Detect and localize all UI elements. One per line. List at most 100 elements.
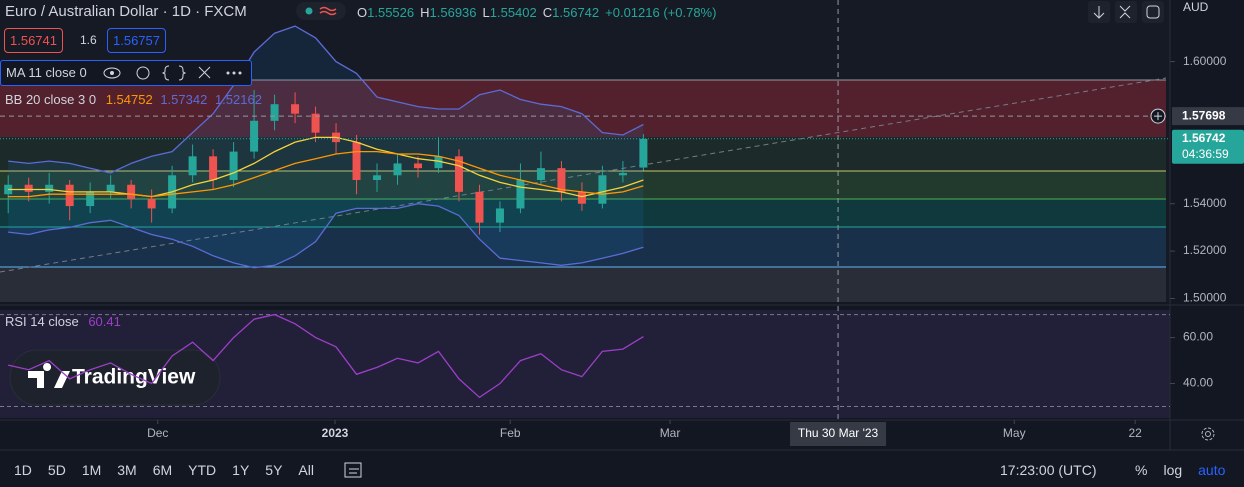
candle-body	[352, 142, 361, 181]
trend-line	[0, 77, 1167, 273]
scale-option[interactable]: log	[1163, 462, 1183, 478]
ohlc-change: +0.01216 (+0.78%)	[605, 5, 717, 20]
range-button[interactable]: 6M	[152, 462, 173, 478]
bid-button[interactable]: 1.56741	[4, 28, 63, 53]
x-tick-label: 2023	[322, 426, 349, 440]
indicator-line	[8, 136, 644, 198]
indicator-value: 1.57342	[160, 92, 208, 107]
last-price-box	[1172, 129, 1244, 164]
ohlc-value: 1.55402	[489, 5, 537, 20]
x-tick-label: May	[1003, 426, 1026, 440]
candle-body	[557, 168, 566, 192]
rsi-legend: RSI 14 close 60.41	[5, 314, 121, 329]
y-tick-label: 60.00	[1183, 330, 1213, 344]
range-button[interactable]: 1D	[14, 462, 32, 478]
candle-body	[536, 168, 545, 181]
symbol-title: Euro / Australian Dollar · 1D · FXCM	[5, 3, 247, 20]
range-button[interactable]: 1M	[81, 462, 102, 478]
scale-option[interactable]: auto	[1198, 462, 1226, 478]
candle-body	[393, 163, 402, 176]
clock: 17:23:00 (UTC)	[1000, 462, 1097, 478]
x-tick-label: Dec	[147, 426, 168, 440]
range-button[interactable]: 5Y	[265, 462, 283, 478]
indicator-value: 1.54752	[105, 92, 153, 107]
candle-body	[4, 184, 13, 195]
crosshair-price-box	[1172, 107, 1244, 126]
bb-fill	[8, 26, 644, 268]
logo: TradingView	[9, 349, 221, 406]
ohlc-label: L	[482, 5, 490, 20]
x-tick-label: Feb	[500, 426, 521, 440]
y-tick-label: 1.50000	[1183, 291, 1227, 305]
candle-body	[475, 191, 484, 223]
indicator-value: 60.41	[88, 314, 121, 329]
range-button[interactable]: 1Y	[232, 462, 250, 478]
candle-body	[291, 104, 300, 114]
candle-body	[454, 156, 463, 192]
range-button[interactable]: YTD	[188, 462, 217, 478]
candle-body	[24, 184, 33, 192]
chart-controls[interactable]	[1088, 1, 1168, 23]
candle-body	[209, 156, 218, 181]
bb-legend: BB 20 close 3 0 1.54752 1.57342 1.52162	[5, 92, 262, 107]
x-tick-label: 22	[1128, 426, 1142, 440]
range-bar: 1D 5D 1M 3M 6M YTD 1Y 5Y All	[14, 462, 330, 478]
ohlc-legend: O1.55526 H1.56936 L1.55402 C1.56742 +0.01216…	[357, 5, 716, 20]
candle-body	[618, 172, 627, 176]
ohlc-label: C	[542, 5, 553, 20]
range-button[interactable]: 5D	[47, 462, 66, 478]
settings-icon[interactable]	[1198, 424, 1218, 444]
candle-body	[598, 175, 607, 204]
candle-body	[495, 208, 504, 223]
market-status	[296, 2, 346, 20]
candle-body	[311, 113, 320, 133]
date-range-icon[interactable]	[344, 461, 364, 479]
x-tick-label: Mar	[660, 426, 681, 440]
y-tick-label: 1.54000	[1183, 196, 1227, 210]
indicator-line	[8, 203, 644, 269]
ohlc-value: 1.56936	[429, 5, 477, 20]
price-pane	[0, 0, 1170, 302]
candle-body	[65, 184, 74, 207]
last-price-label: 1.56742	[1182, 131, 1226, 145]
ohlc-label: H	[420, 5, 430, 20]
indicator-name: MA 11 close 0	[6, 65, 87, 80]
candle-body	[270, 104, 279, 121]
indicator-name: BB 20 close 3 0	[5, 92, 97, 107]
range-button[interactable]: All	[298, 462, 314, 478]
candle-body	[516, 180, 525, 209]
ask-button[interactable]: 1.56757	[107, 28, 166, 53]
crosshair-date-box	[790, 422, 887, 446]
countdown: 04:36:59	[1182, 147, 1229, 161]
range-button[interactable]: 3M	[117, 462, 137, 478]
indicator-icons	[103, 65, 242, 81]
crosshair-date: Thu 30 Mar '23	[798, 426, 879, 440]
y-tick-label: 40.00	[1183, 376, 1213, 390]
candle-body	[127, 184, 136, 199]
scale-options: % log auto	[1135, 462, 1241, 478]
ohlc-label: O	[357, 5, 368, 20]
candle-body	[414, 163, 423, 169]
add-alert-plus	[1154, 112, 1162, 121]
zone	[0, 80, 1166, 137]
indicator-row[interactable]: MA 11 close 0	[0, 60, 252, 86]
y-tick-label: 1.52000	[1183, 243, 1227, 257]
candle-body	[106, 184, 115, 192]
ohlc-value: 1.56742	[552, 5, 600, 20]
candle-body	[188, 156, 197, 176]
candle-body	[86, 191, 95, 207]
rsi-line	[8, 313, 644, 399]
scale-option[interactable]: %	[1135, 462, 1148, 478]
currency[interactable]: AUD	[1183, 0, 1209, 14]
crosshair-price: 1.57698	[1182, 108, 1226, 122]
candle-body	[373, 175, 382, 181]
candle-body	[577, 191, 586, 204]
candle-body	[434, 156, 443, 169]
candle-body	[250, 120, 259, 152]
zone	[0, 267, 1166, 302]
candle-body	[229, 151, 238, 181]
indicator-line	[8, 150, 644, 198]
ohlc-value: 1.55526	[367, 5, 415, 20]
